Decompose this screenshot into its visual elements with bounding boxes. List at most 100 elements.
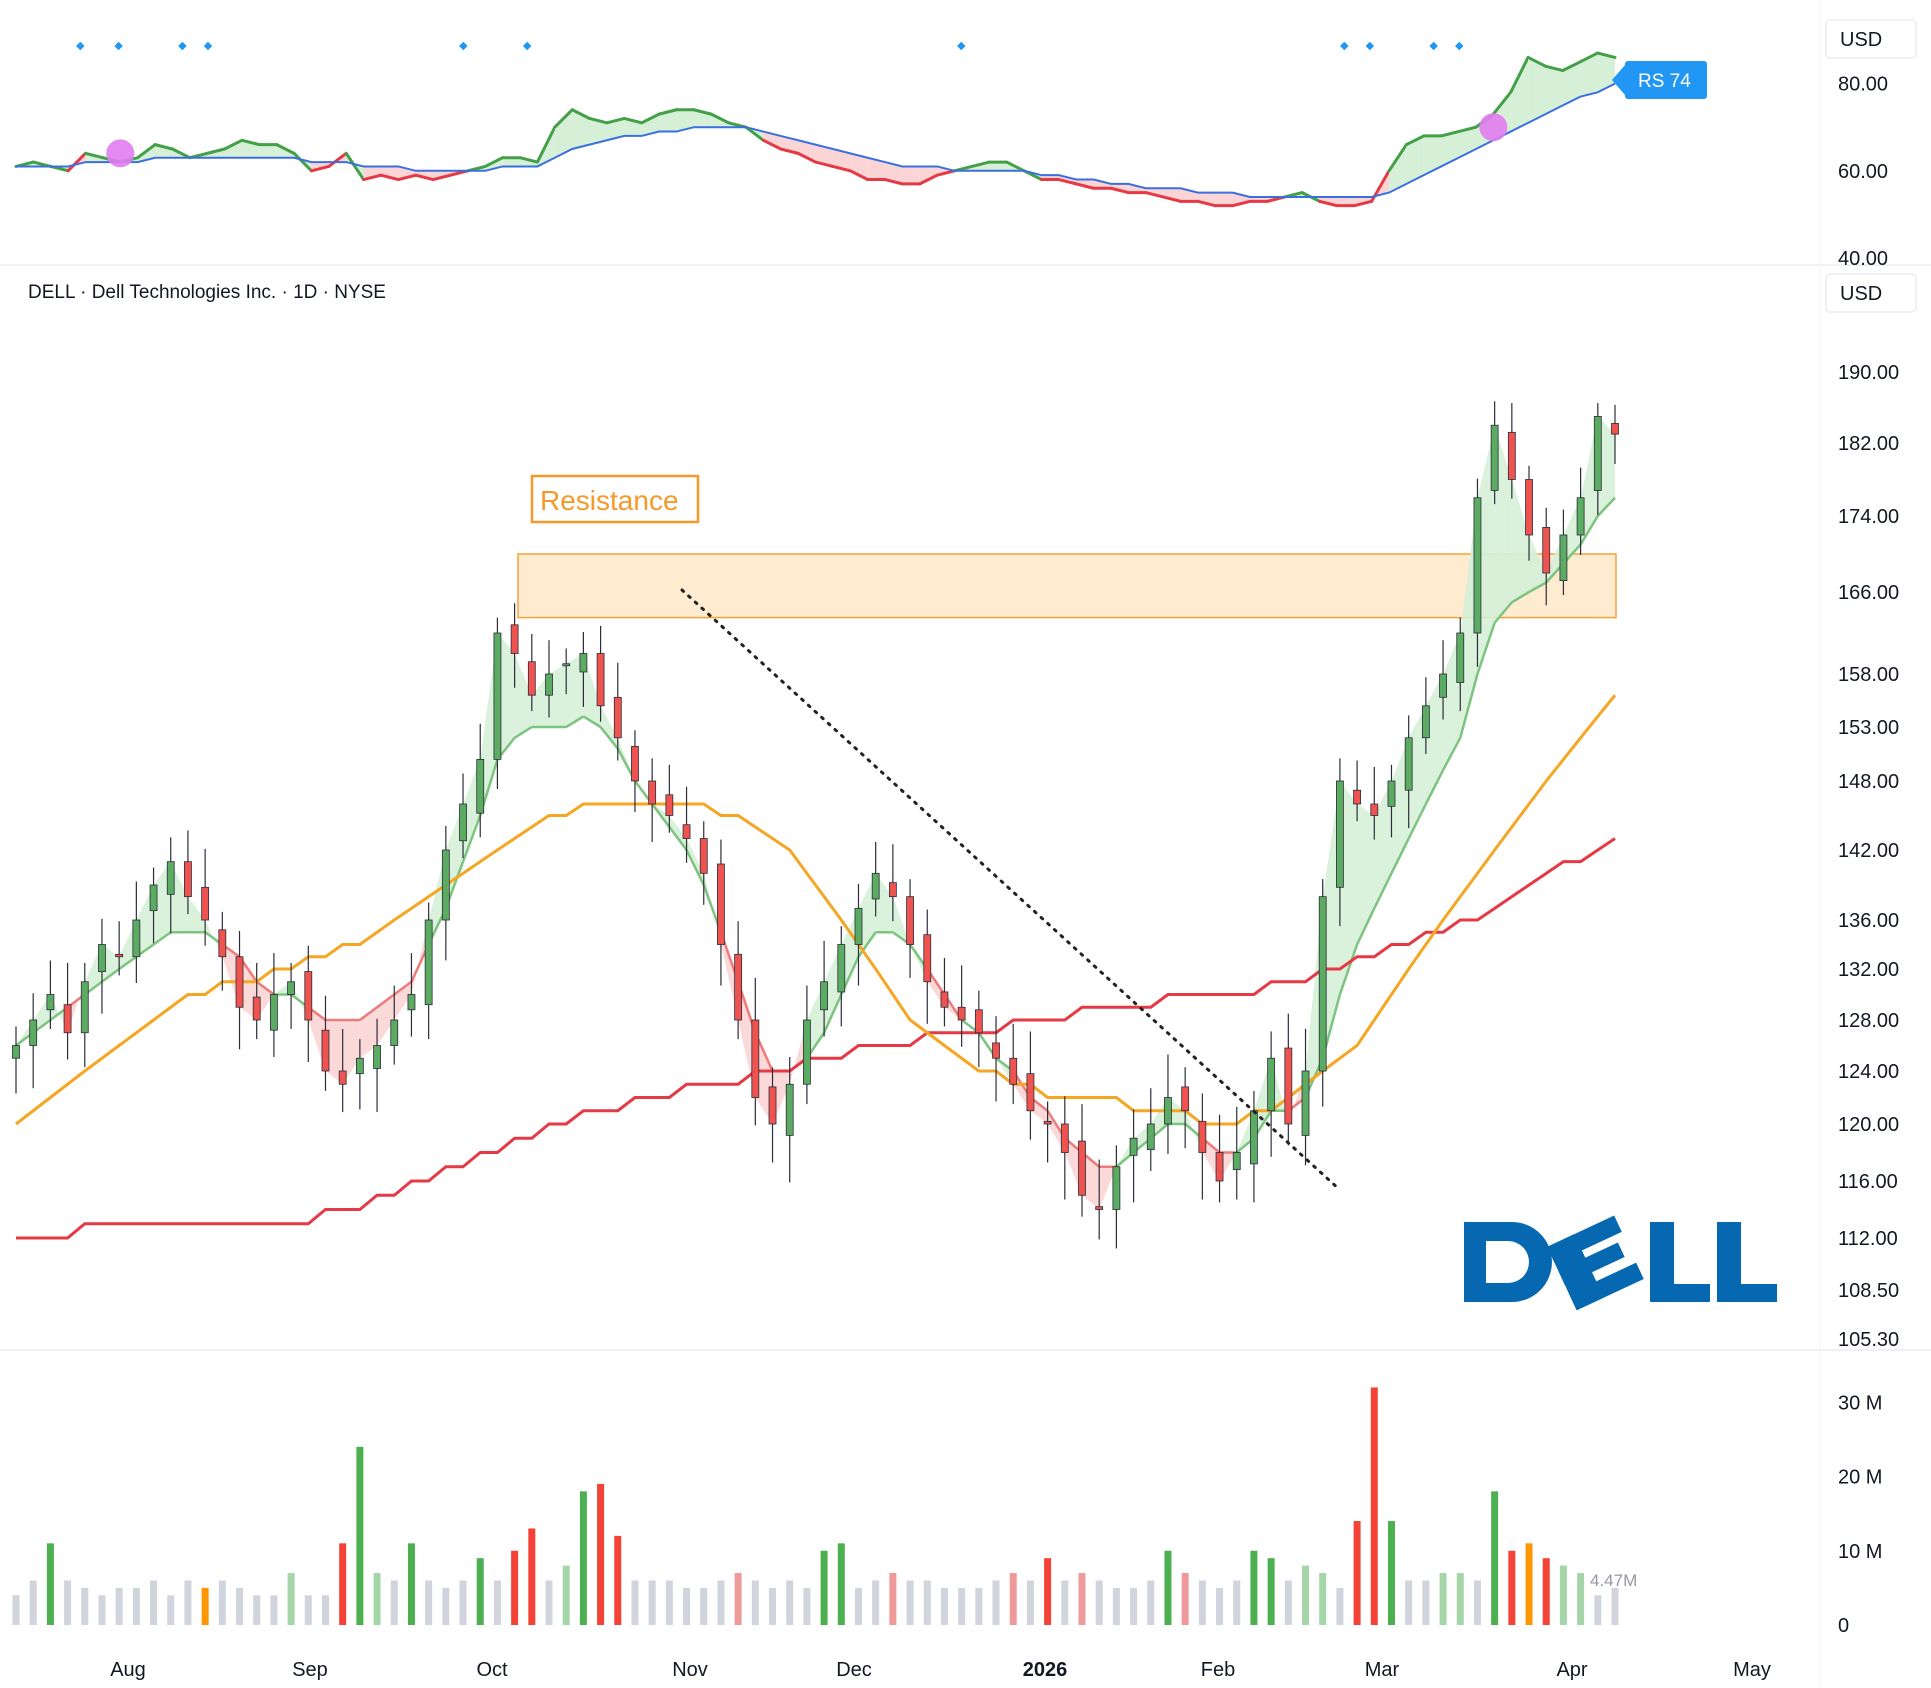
rs-highlight-dot <box>106 139 135 168</box>
rs-signal-dot <box>76 41 85 51</box>
volume-bar <box>1026 1580 1034 1625</box>
ema-band-segment <box>1529 535 1547 592</box>
rs-fill-segment <box>1423 135 1442 176</box>
volume-bar <box>476 1558 484 1625</box>
ema-band-segment <box>910 944 928 982</box>
volume-bar <box>1198 1580 1206 1625</box>
rs-fill-segment <box>554 109 573 158</box>
price-y-tick: 190.00 <box>1838 362 1899 384</box>
ema-line-segment <box>152 931 172 946</box>
resistance-zone-rect <box>517 553 1617 619</box>
price-y-tick: 128.00 <box>1838 1010 1899 1032</box>
candle-body <box>665 794 674 816</box>
rs-line-segment <box>1074 182 1096 190</box>
volume-bar <box>631 1580 639 1625</box>
price-y-tick: 153.00 <box>1838 717 1899 739</box>
ema-band-segment <box>841 908 859 995</box>
candle-body <box>459 803 467 842</box>
ema-band-segment <box>1511 479 1530 603</box>
time-axis-label: Oct <box>476 1659 508 1681</box>
rs-y-tick: 60.00 <box>1838 161 1888 183</box>
candle-body <box>648 780 657 805</box>
ema-band-segment <box>1133 1124 1151 1153</box>
candle-body <box>1095 1206 1104 1210</box>
rs-fill-segment <box>1128 183 1146 193</box>
candle-body <box>1026 1073 1035 1112</box>
rs-line-segment <box>796 151 817 164</box>
ema-line-segment <box>857 931 877 958</box>
resistance-label[interactable]: Resistance <box>530 474 700 524</box>
ema-band-segment <box>1150 1097 1168 1139</box>
ema-band-segment <box>342 1020 360 1085</box>
rs-line-segment <box>1404 134 1426 147</box>
ema-band-segment <box>1563 497 1581 564</box>
candle-body <box>1060 1123 1069 1153</box>
candle-body <box>1250 1110 1258 1165</box>
ema-band-segment <box>33 994 51 1033</box>
candle-body <box>871 872 880 900</box>
rs-line-segment <box>1509 55 1530 94</box>
ema-line-segment <box>651 803 671 828</box>
ema-band-segment <box>1425 674 1444 804</box>
ema-band-segment <box>256 981 274 1020</box>
candle-body <box>734 953 743 1021</box>
ema-line-segment <box>1459 673 1479 739</box>
price-y-tick: 136.00 <box>1838 910 1899 932</box>
rs-fill-segment <box>763 131 781 149</box>
rs-line-segment <box>779 147 800 155</box>
volume-bar <box>29 1580 37 1625</box>
rs-signal-dot <box>522 41 532 51</box>
candle-body <box>854 907 863 945</box>
rs-line-segment <box>883 178 904 186</box>
main-currency-box[interactable] <box>1825 273 1917 313</box>
volume-bar <box>98 1595 106 1625</box>
ema-band-segment <box>1013 1071 1031 1111</box>
rs-line-segment <box>848 169 870 182</box>
rs-badge-box <box>1625 61 1707 99</box>
volume-bar <box>1577 1573 1585 1625</box>
ema-line-segment <box>1476 622 1496 675</box>
candle-body <box>166 861 175 895</box>
volume-bar <box>1559 1565 1567 1625</box>
volume-bar <box>1319 1573 1327 1625</box>
rs-line-segment <box>344 151 366 182</box>
rs-y-tick: 40.00 <box>1838 248 1888 270</box>
ema-line-segment <box>1355 907 1376 946</box>
volume-bar <box>579 1491 587 1625</box>
ema-band-segment <box>772 1071 790 1124</box>
rs-fill-segment <box>885 162 903 184</box>
volume-bar <box>1267 1558 1275 1625</box>
candle-body <box>1146 1123 1155 1151</box>
rs-line-segment <box>1318 199 1339 208</box>
rs-line-segment <box>518 156 539 164</box>
rs-line-segment <box>153 143 174 151</box>
ema-band-segment <box>101 944 120 982</box>
ema-band-segment <box>1408 705 1426 839</box>
ema-band-segment <box>1374 781 1392 909</box>
candle-body <box>1370 803 1379 816</box>
ema-band-segment <box>875 873 893 933</box>
rs-signal-dot <box>1340 41 1349 51</box>
rs-line-segment <box>396 173 418 182</box>
volume-bar <box>1147 1580 1155 1625</box>
candle-body <box>270 994 278 1031</box>
rs-currency-box[interactable] <box>1825 19 1917 59</box>
volume-bar <box>683 1587 691 1625</box>
candle-body <box>940 991 949 1008</box>
candle-body <box>1215 1152 1224 1182</box>
dell-logo <box>1464 1215 1777 1311</box>
volume-bar <box>545 1580 553 1625</box>
ema-band-segment <box>1202 1138 1220 1181</box>
rs-signal-dot <box>178 41 187 51</box>
rs-line-segment <box>309 164 331 173</box>
volume-bar <box>1095 1580 1103 1625</box>
volume-bar <box>81 1587 89 1625</box>
resistance-zone[interactable] <box>517 553 1617 619</box>
rs-line-segment <box>1578 51 1600 64</box>
rs-signal-dot <box>1365 41 1375 51</box>
candle-body <box>1129 1137 1138 1156</box>
candle-body <box>1490 424 1499 491</box>
volume-y-tick: 10 M <box>1838 1541 1882 1563</box>
volume-bar <box>940 1587 948 1625</box>
volume-bar <box>597 1483 605 1625</box>
